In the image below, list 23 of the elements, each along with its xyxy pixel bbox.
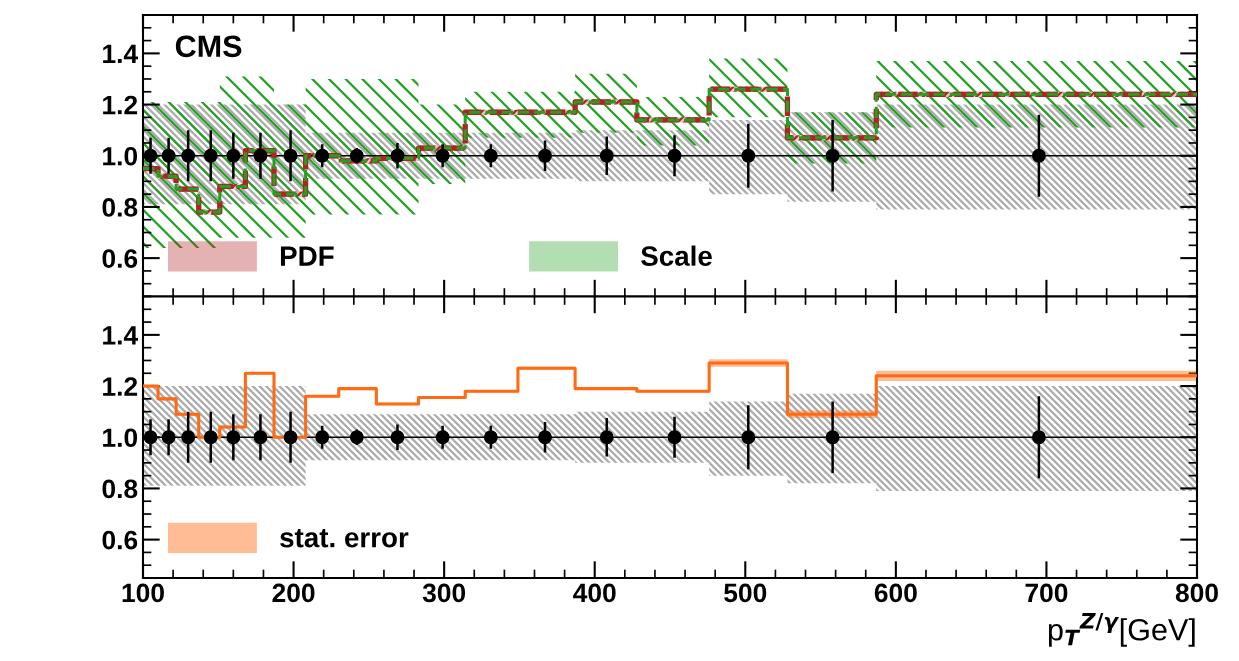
x-tick-label: 800 xyxy=(1175,583,1218,603)
x-tick-label: 400 xyxy=(573,583,616,603)
legend-label: PDF xyxy=(280,246,334,266)
y-tick-label: 0.6 xyxy=(102,530,138,550)
y-tick-label: 1.0 xyxy=(103,146,138,166)
annotation: CMS xyxy=(175,35,242,58)
legend-label: Scale xyxy=(641,245,712,266)
y-tick-label: 0.8 xyxy=(102,479,138,499)
y-tick-label: 0.6 xyxy=(102,249,138,268)
y-tick-label: 1.4 xyxy=(103,326,138,345)
y-tick-label: 0.8 xyxy=(102,198,138,217)
x-tick-label: 300 xyxy=(422,583,466,603)
x-tick-label: 500 xyxy=(724,583,767,603)
y-tick-label: 1.4 xyxy=(103,44,138,63)
x-tick-label: 600 xyxy=(874,583,917,603)
x-tick-label: 700 xyxy=(1025,583,1068,603)
y-tick-label: 1.2 xyxy=(103,377,138,396)
y-tick-label: 1.2 xyxy=(103,95,138,115)
x-tick-label: 200 xyxy=(272,583,315,603)
x-tick-label: 100 xyxy=(122,583,164,603)
x-axis-title: p$_{T}$$^{Z/γ}$[GeV] xyxy=(1048,613,1195,647)
legend-label: stat. error xyxy=(280,529,409,548)
y-tick-label: 1.0 xyxy=(103,428,138,448)
